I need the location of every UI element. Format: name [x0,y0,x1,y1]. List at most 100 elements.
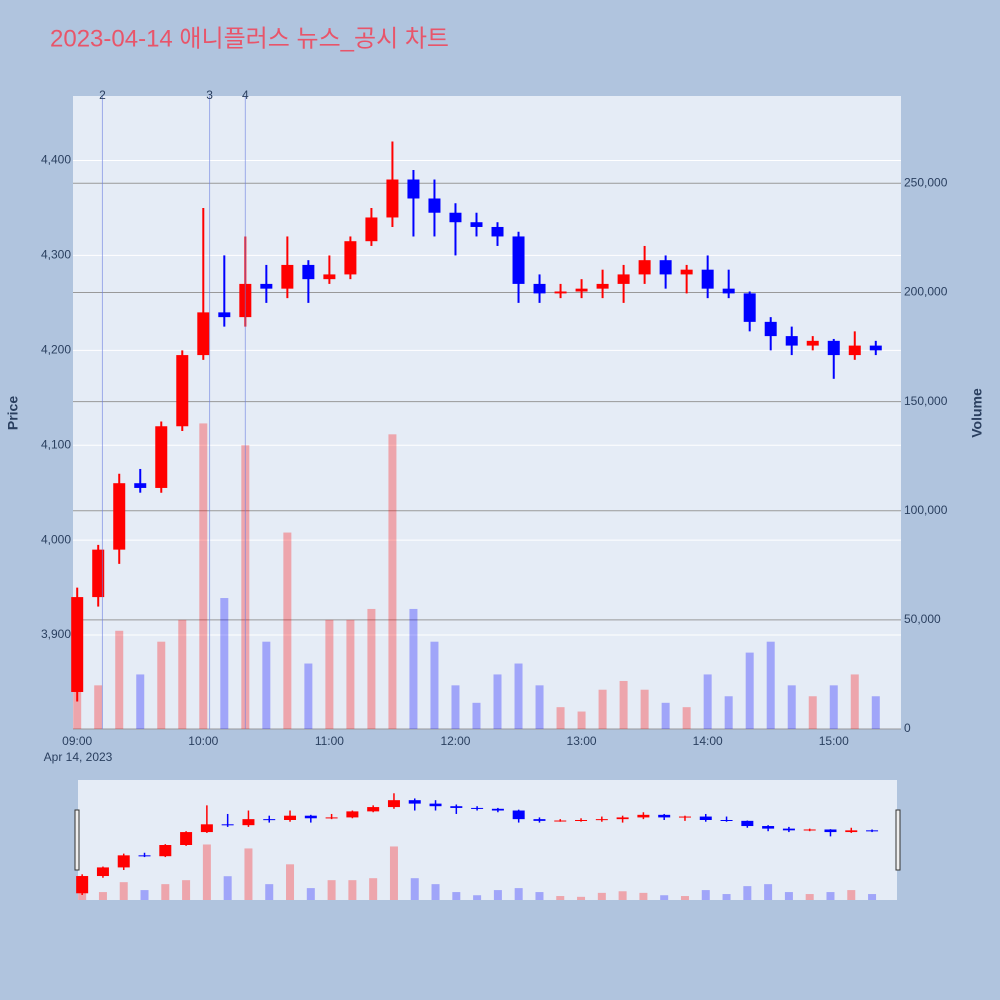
slider-volume-bar [119,882,128,900]
slider-candle-body [533,819,546,821]
y-tick-label: 4,400 [41,153,71,167]
volume-bar [808,696,817,729]
x-tick-label: 13:00 [567,734,597,748]
slider-candle-body [471,807,484,809]
candle-body [302,264,315,280]
candle-body [848,345,861,356]
slider-volume-bar [389,846,398,900]
slider-volume-bar [431,884,440,900]
volume-bar [787,685,796,729]
slider-candle-body [575,820,588,821]
volume-bar [640,689,649,729]
x-tick-label: 14:00 [693,734,723,748]
range-handle-left[interactable] [74,809,80,871]
y2-tick-label: 150,000 [904,394,948,408]
y2-tick-label: 250,000 [904,175,948,189]
slider-volume-bar [348,880,357,900]
slider-volume-bar [369,878,378,900]
range-slider[interactable] [78,780,897,900]
slider-candle-body [450,806,463,808]
volume-bar [493,674,502,729]
slider-candle-body [76,876,89,894]
slider-volume-bar [743,886,752,900]
slider-candle-body [699,816,712,820]
volume-bar [745,652,754,729]
x-tick-label: 10:00 [188,734,218,748]
slider-candle-body [325,817,338,819]
volume-bar [262,641,271,729]
volume-bar [577,711,586,729]
slider-candle-body [304,815,317,819]
volume-bar [535,685,544,729]
slider-volume-bar [556,896,565,900]
candle-body [869,345,882,351]
slider-candle-body [845,830,858,833]
slider-volume-bar [327,880,336,900]
candle-body [113,483,126,550]
candle-body [722,288,735,294]
candle-body [197,312,210,356]
candle-body [491,226,504,237]
volume-bar [325,619,334,729]
slider-volume-bar [473,895,482,900]
slider-candle-body [284,815,297,820]
y-tick-label: 4,000 [41,532,71,546]
y-tick-label: 4,300 [41,248,71,262]
slider-volume-bar [597,892,606,900]
slider-volume-bar [514,888,523,900]
slider-volume-bar [826,892,835,900]
slider-volume-bar [680,896,689,900]
candle-body [365,217,378,242]
x-tick-label: 11:00 [315,734,344,748]
range-handle-right[interactable] [895,809,901,871]
volume-bar [766,641,775,729]
candle-body [407,179,420,199]
slider-candle-body [180,832,193,845]
slider-volume-bar [764,884,773,900]
slider-candle-body [658,814,671,818]
slider-candle-body [720,820,733,821]
candle-body [134,483,147,488]
slider-candle-body [824,829,837,833]
volume-bar [724,696,733,729]
slider-volume-bar [223,876,232,900]
candle-body [743,293,756,322]
slider-candle-body [491,808,504,811]
slider-volume-bar [722,894,731,900]
candle-body [71,597,84,692]
y-tick-label: 4,100 [41,437,71,451]
slider-candle-body [117,855,130,868]
y2-tick-label: 100,000 [904,503,948,517]
slider-volume-bar [784,892,793,900]
candle-body [575,288,588,292]
y-tick-label: 3,900 [41,627,71,641]
candle-body [533,283,546,294]
slider-candle-body [346,811,359,818]
volume-bar [871,696,880,729]
slider-candle-body [803,829,816,831]
slider-candle-body [242,819,255,826]
volume-bar [661,702,670,729]
candle-body [806,340,819,346]
slider-volume-bar [847,890,856,900]
y2-tick-label: 50,000 [904,612,941,626]
slider-candle-body [159,845,172,857]
volume-bar [304,663,313,729]
slider-volume-bar [660,895,669,900]
volume-bar [220,598,229,729]
volume-bar [682,707,691,729]
slider-candle-body [866,830,879,832]
candle-body [323,274,336,280]
slider-candle-body [512,810,525,820]
volume-bar [409,608,418,729]
slider-candle-body [782,828,795,831]
slider-volume-bar [639,892,648,900]
candle-body [470,222,483,227]
candle-body [827,340,840,356]
volume-bar [283,532,292,729]
slider-candle-body [616,817,629,820]
volume-bar [178,619,187,729]
slider-volume-bar [452,892,461,900]
candle-body [617,274,630,284]
slider-candle-body [554,820,567,822]
